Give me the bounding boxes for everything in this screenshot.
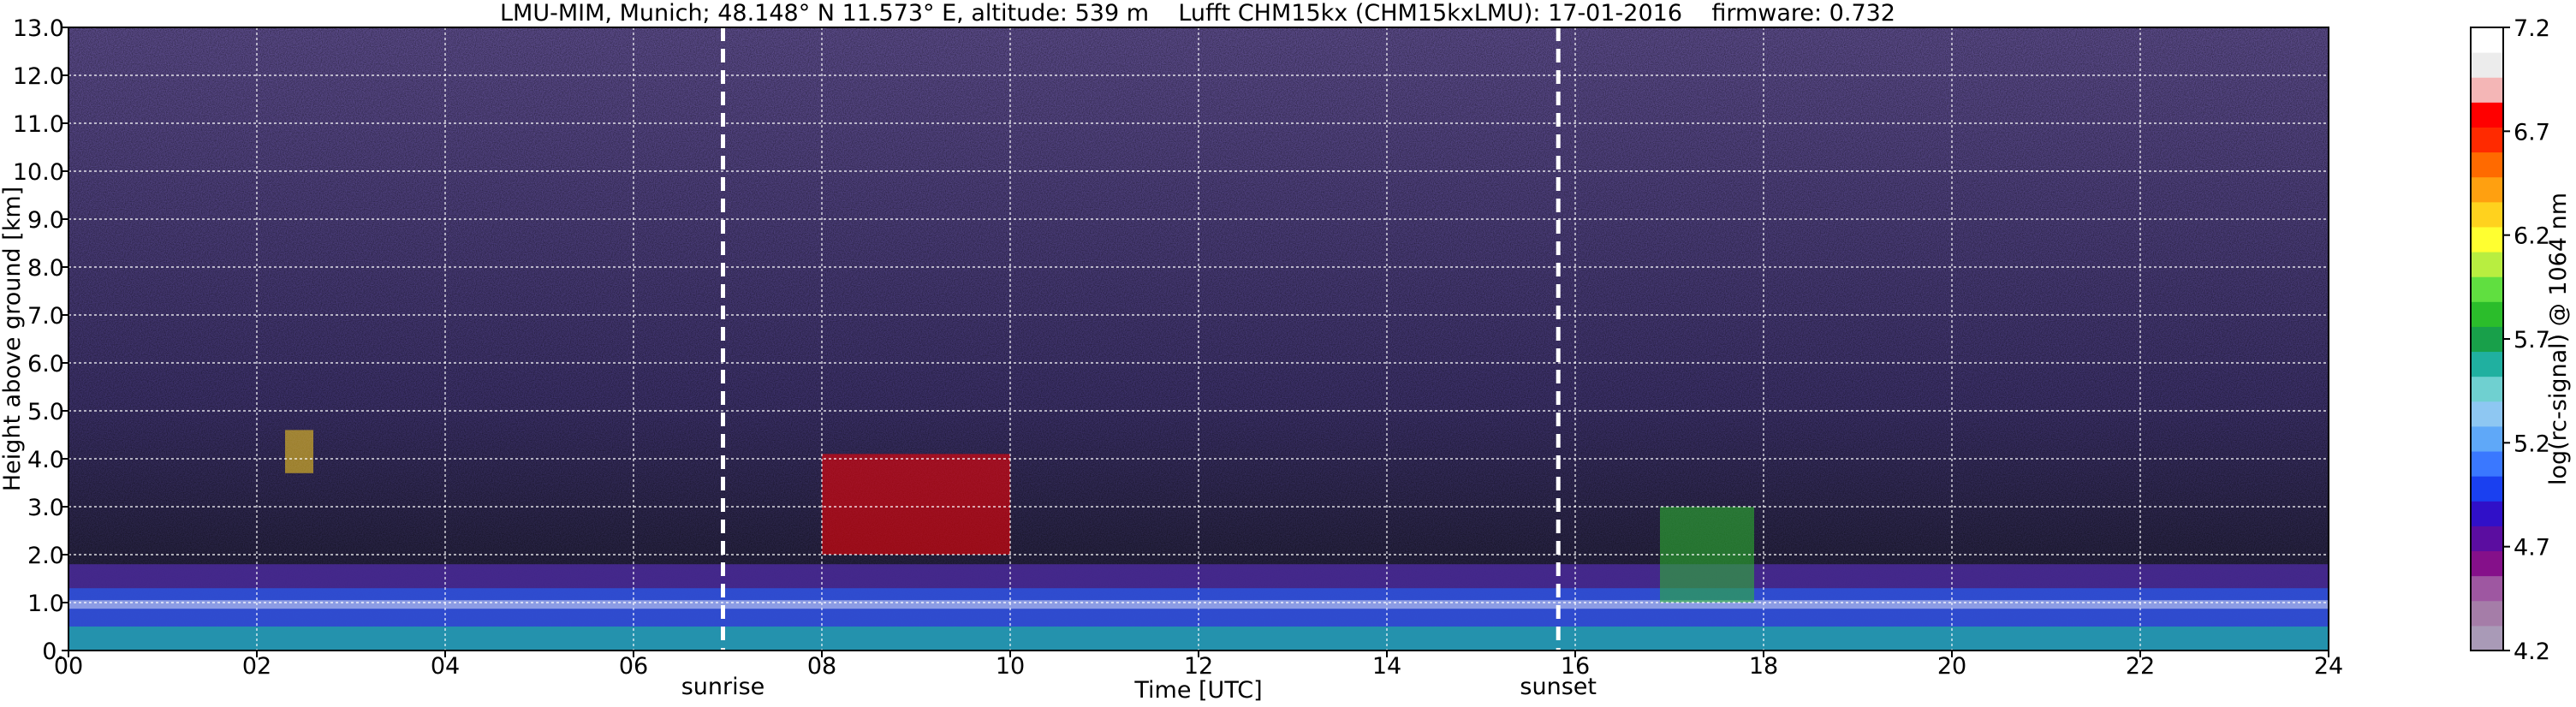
y-tick-label: 12.0 — [13, 63, 64, 90]
y-tick-label: 1.0 — [27, 591, 64, 617]
colorbar-segment — [2471, 301, 2503, 327]
colorbar-tick-label: 4.7 — [2514, 535, 2550, 561]
x-tick-label: 14 — [1372, 653, 1401, 680]
y-tick-label: 2.0 — [27, 543, 64, 569]
y-tick-label: 6.0 — [27, 351, 64, 377]
x-axis-label: Time [UTC] — [1133, 677, 1262, 704]
chart-title: LMU-MIM, Munich; 48.148° N 11.573° E, al… — [500, 0, 1895, 27]
colorbar-segment — [2471, 176, 2503, 203]
y-tick-label: 5.0 — [27, 399, 64, 425]
y-axis-label: Height above ground [km] — [0, 187, 26, 491]
x-tick-label: 24 — [2314, 653, 2343, 680]
colorbar-segment — [2471, 102, 2503, 128]
colorbar-segment — [2471, 526, 2503, 552]
x-tick-label: 04 — [431, 653, 460, 680]
feature-residual-layer-aerosol — [822, 454, 1010, 555]
colorbar-segment — [2471, 550, 2503, 577]
colorbar-tick-label: 6.2 — [2514, 223, 2550, 250]
plot-area: sunrise sunset — [68, 27, 2329, 700]
y-tick-label: 4.0 — [27, 447, 64, 473]
colorbar-segment — [2471, 451, 2503, 477]
x-axis-ticks: 00 02 04 06 08 10 12 14 16 18 20 22 24 — [54, 651, 2343, 680]
colorbar-segment — [2471, 326, 2503, 353]
x-tick-label: 22 — [2126, 653, 2155, 680]
x-tick-label: 02 — [242, 653, 271, 680]
colorbar-tick-label: 7.2 — [2514, 15, 2550, 42]
x-tick-label: 08 — [807, 653, 836, 680]
y-tick-label: 9.0 — [27, 207, 64, 234]
x-tick-label: 06 — [619, 653, 648, 680]
colorbar-segment — [2471, 501, 2503, 526]
y-axis-ticks: 0. 1.0 2.0 3.0 4.0 5.0 6.0 7.0 8.0 9.0 10.0 11.0 12.… — [13, 15, 68, 665]
colorbar-segment — [2471, 201, 2503, 228]
x-tick-label: 20 — [1937, 653, 1966, 680]
colorbar-segment — [2471, 575, 2503, 602]
y-tick-label: 0. — [42, 639, 64, 665]
colorbar-segment — [2471, 152, 2503, 178]
colorbar-tick-label: 6.7 — [2514, 119, 2550, 146]
y-tick-label: 3.0 — [27, 495, 64, 521]
y-tick-label: 11.0 — [13, 111, 64, 138]
event-label-sunset: sunset — [1520, 674, 1597, 700]
x-tick-label: 10 — [996, 653, 1025, 680]
y-tick-label: 10.0 — [13, 159, 64, 186]
colorbar-label: log(rc-signal) @ 1064 nm — [2545, 193, 2572, 485]
colorbar-segment — [2471, 600, 2503, 627]
colorbar-segment — [2471, 127, 2503, 153]
event-lines: sunrise sunset — [681, 27, 1597, 700]
x-tick-label: 00 — [54, 653, 83, 680]
colorbar-segment — [2471, 351, 2503, 377]
event-label-sunrise: sunrise — [681, 674, 765, 700]
y-tick-label: 13.0 — [13, 15, 64, 42]
grid-lines — [68, 27, 2329, 651]
colorbar-tick-label: 5.2 — [2514, 431, 2550, 457]
y-tick-label: 7.0 — [27, 303, 64, 330]
feature-elevated-layer — [285, 430, 313, 473]
colorbar-segment — [2471, 625, 2503, 651]
colorbar-segment — [2471, 77, 2503, 103]
colorbar-segment — [2471, 52, 2503, 78]
colorbar-segment — [2471, 252, 2503, 277]
colorbar-segment — [2471, 401, 2503, 427]
colorbar-tick-label: 5.7 — [2514, 327, 2550, 354]
colorbar-segment — [2471, 27, 2503, 53]
y-tick-label: 8.0 — [27, 255, 64, 282]
colorbar-segment — [2471, 276, 2503, 302]
x-tick-label: 16 — [1561, 653, 1590, 680]
colorbar: 4.2 4.7 5.2 5.7 6.2 6.7 7.2 — [2470, 15, 2550, 665]
colorbar-segment — [2471, 476, 2503, 502]
colorbar-segment — [2471, 226, 2503, 253]
x-tick-label: 18 — [1749, 653, 1778, 680]
x-tick-label: 12 — [1184, 653, 1213, 680]
colorbar-segment — [2471, 376, 2503, 402]
colorbar-tick-label: 4.2 — [2514, 639, 2550, 665]
colorbar-segment — [2471, 425, 2503, 452]
